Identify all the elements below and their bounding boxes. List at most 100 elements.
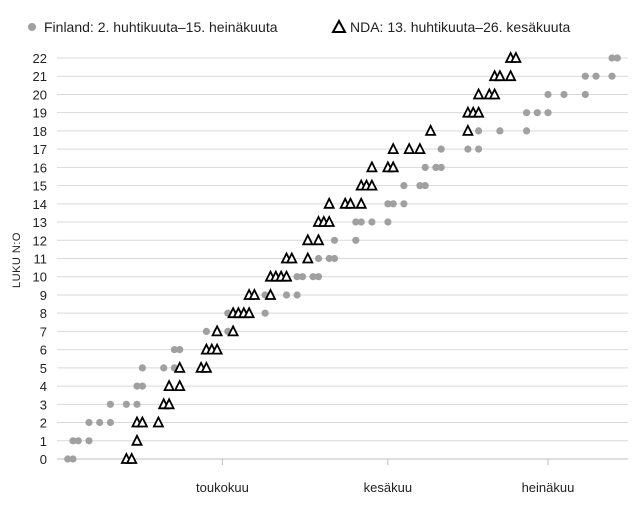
- data-point: [293, 273, 301, 281]
- data-point: [309, 273, 317, 281]
- data-point: [416, 182, 424, 190]
- data-point: [298, 273, 307, 281]
- y-tick-label: 9: [40, 288, 47, 303]
- data-point: [475, 127, 483, 135]
- data-point: [248, 287, 261, 300]
- series-nda: [120, 50, 522, 464]
- x-tick-label: kesäkuu: [364, 480, 412, 495]
- data-point: [493, 69, 506, 82]
- data-point: [389, 200, 397, 208]
- y-tick-label: 17: [33, 142, 47, 157]
- y-tick-label: 18: [33, 124, 47, 139]
- data-point: [173, 360, 186, 373]
- y-tick-label: 0: [40, 452, 47, 467]
- y-tick-label: 21: [33, 69, 47, 84]
- y-tick-label: 16: [33, 160, 47, 175]
- data-point: [138, 364, 146, 372]
- data-point: [509, 50, 522, 63]
- data-point: [138, 382, 146, 390]
- data-point: [106, 418, 114, 427]
- data-point: [96, 418, 104, 427]
- data-point: [69, 437, 77, 445]
- data-point: [581, 90, 589, 99]
- y-tick-label: 12: [33, 233, 47, 248]
- y-axis-title: LUKU N:O: [11, 232, 23, 288]
- data-point: [496, 127, 504, 135]
- data-point: [136, 415, 149, 428]
- data-point: [323, 196, 336, 209]
- data-point: [472, 105, 485, 118]
- data-point: [85, 418, 93, 427]
- legend: Finland: 2. huhtikuuta–15. heinäkuuta ND…: [28, 18, 570, 35]
- data-point: [365, 178, 378, 191]
- y-tick-label: 22: [33, 51, 47, 66]
- y-tick-label: 20: [33, 87, 47, 102]
- data-point: [301, 251, 314, 264]
- data-point: [200, 360, 213, 373]
- data-point: [437, 163, 445, 171]
- data-point: [301, 233, 314, 246]
- data-point: [424, 123, 437, 136]
- data-point: [152, 415, 165, 428]
- data-point: [131, 433, 143, 446]
- y-tick-label: 15: [33, 179, 47, 194]
- data-point: [173, 379, 186, 391]
- x-tick-label: toukokuu: [196, 480, 249, 495]
- data-point: [74, 437, 82, 445]
- data-point: [421, 182, 429, 190]
- data-point: [613, 54, 621, 62]
- data-point: [170, 346, 178, 354]
- data-point: [472, 87, 485, 100]
- data-point: [403, 142, 416, 154]
- x-axis: toukokuu kesäkuu heinäkuu: [57, 458, 628, 495]
- y-tick-label: 5: [40, 361, 47, 376]
- data-point: [544, 109, 552, 117]
- x-tick-label: heinäkuu: [522, 480, 575, 495]
- data-point: [413, 142, 426, 154]
- data-point: [421, 163, 429, 171]
- data-point: [544, 90, 552, 99]
- data-point: [176, 346, 184, 354]
- data-point: [400, 200, 408, 208]
- data-point: [163, 379, 176, 391]
- y-tick-label: 14: [33, 197, 47, 212]
- data-point: [355, 196, 368, 209]
- data-point: [387, 160, 400, 173]
- y-tick-label: 2: [40, 416, 47, 431]
- data-point: [69, 455, 77, 463]
- legend-label-finland: Finland: 2. huhtikuuta–15. heinäkuuta: [44, 19, 278, 35]
- data-point: [285, 251, 298, 264]
- y-tick-label: 6: [40, 343, 47, 358]
- y-tick-label: 19: [33, 106, 47, 121]
- data-point: [323, 214, 336, 227]
- y-tick-label: 11: [34, 252, 48, 267]
- data-point: [261, 309, 269, 317]
- data-point: [125, 451, 138, 464]
- data-point: [504, 69, 517, 82]
- data-point: [384, 218, 392, 226]
- data-point: [384, 200, 392, 208]
- data-point: [202, 327, 210, 335]
- legend-marker-finland: [28, 23, 36, 31]
- data-point: [352, 236, 360, 244]
- y-tick-label: 7: [40, 324, 47, 339]
- y-tick-label: 13: [33, 215, 47, 230]
- series-finland: [64, 54, 621, 463]
- data-point: [475, 145, 483, 153]
- data-point: [312, 233, 325, 246]
- data-point: [227, 324, 240, 337]
- data-point: [211, 342, 224, 355]
- data-point: [282, 291, 291, 299]
- data-point: [64, 455, 72, 463]
- data-point: [293, 291, 301, 299]
- data-point: [488, 87, 501, 100]
- y-tick-label: 8: [40, 306, 47, 321]
- data-point: [122, 400, 130, 408]
- data-point: [608, 72, 616, 80]
- data-point: [133, 382, 141, 390]
- legend-label-nda: NDA: 13. huhtikuuta–26. kesäkuuta: [350, 19, 570, 35]
- data-point: [357, 218, 365, 226]
- data-point: [464, 145, 472, 153]
